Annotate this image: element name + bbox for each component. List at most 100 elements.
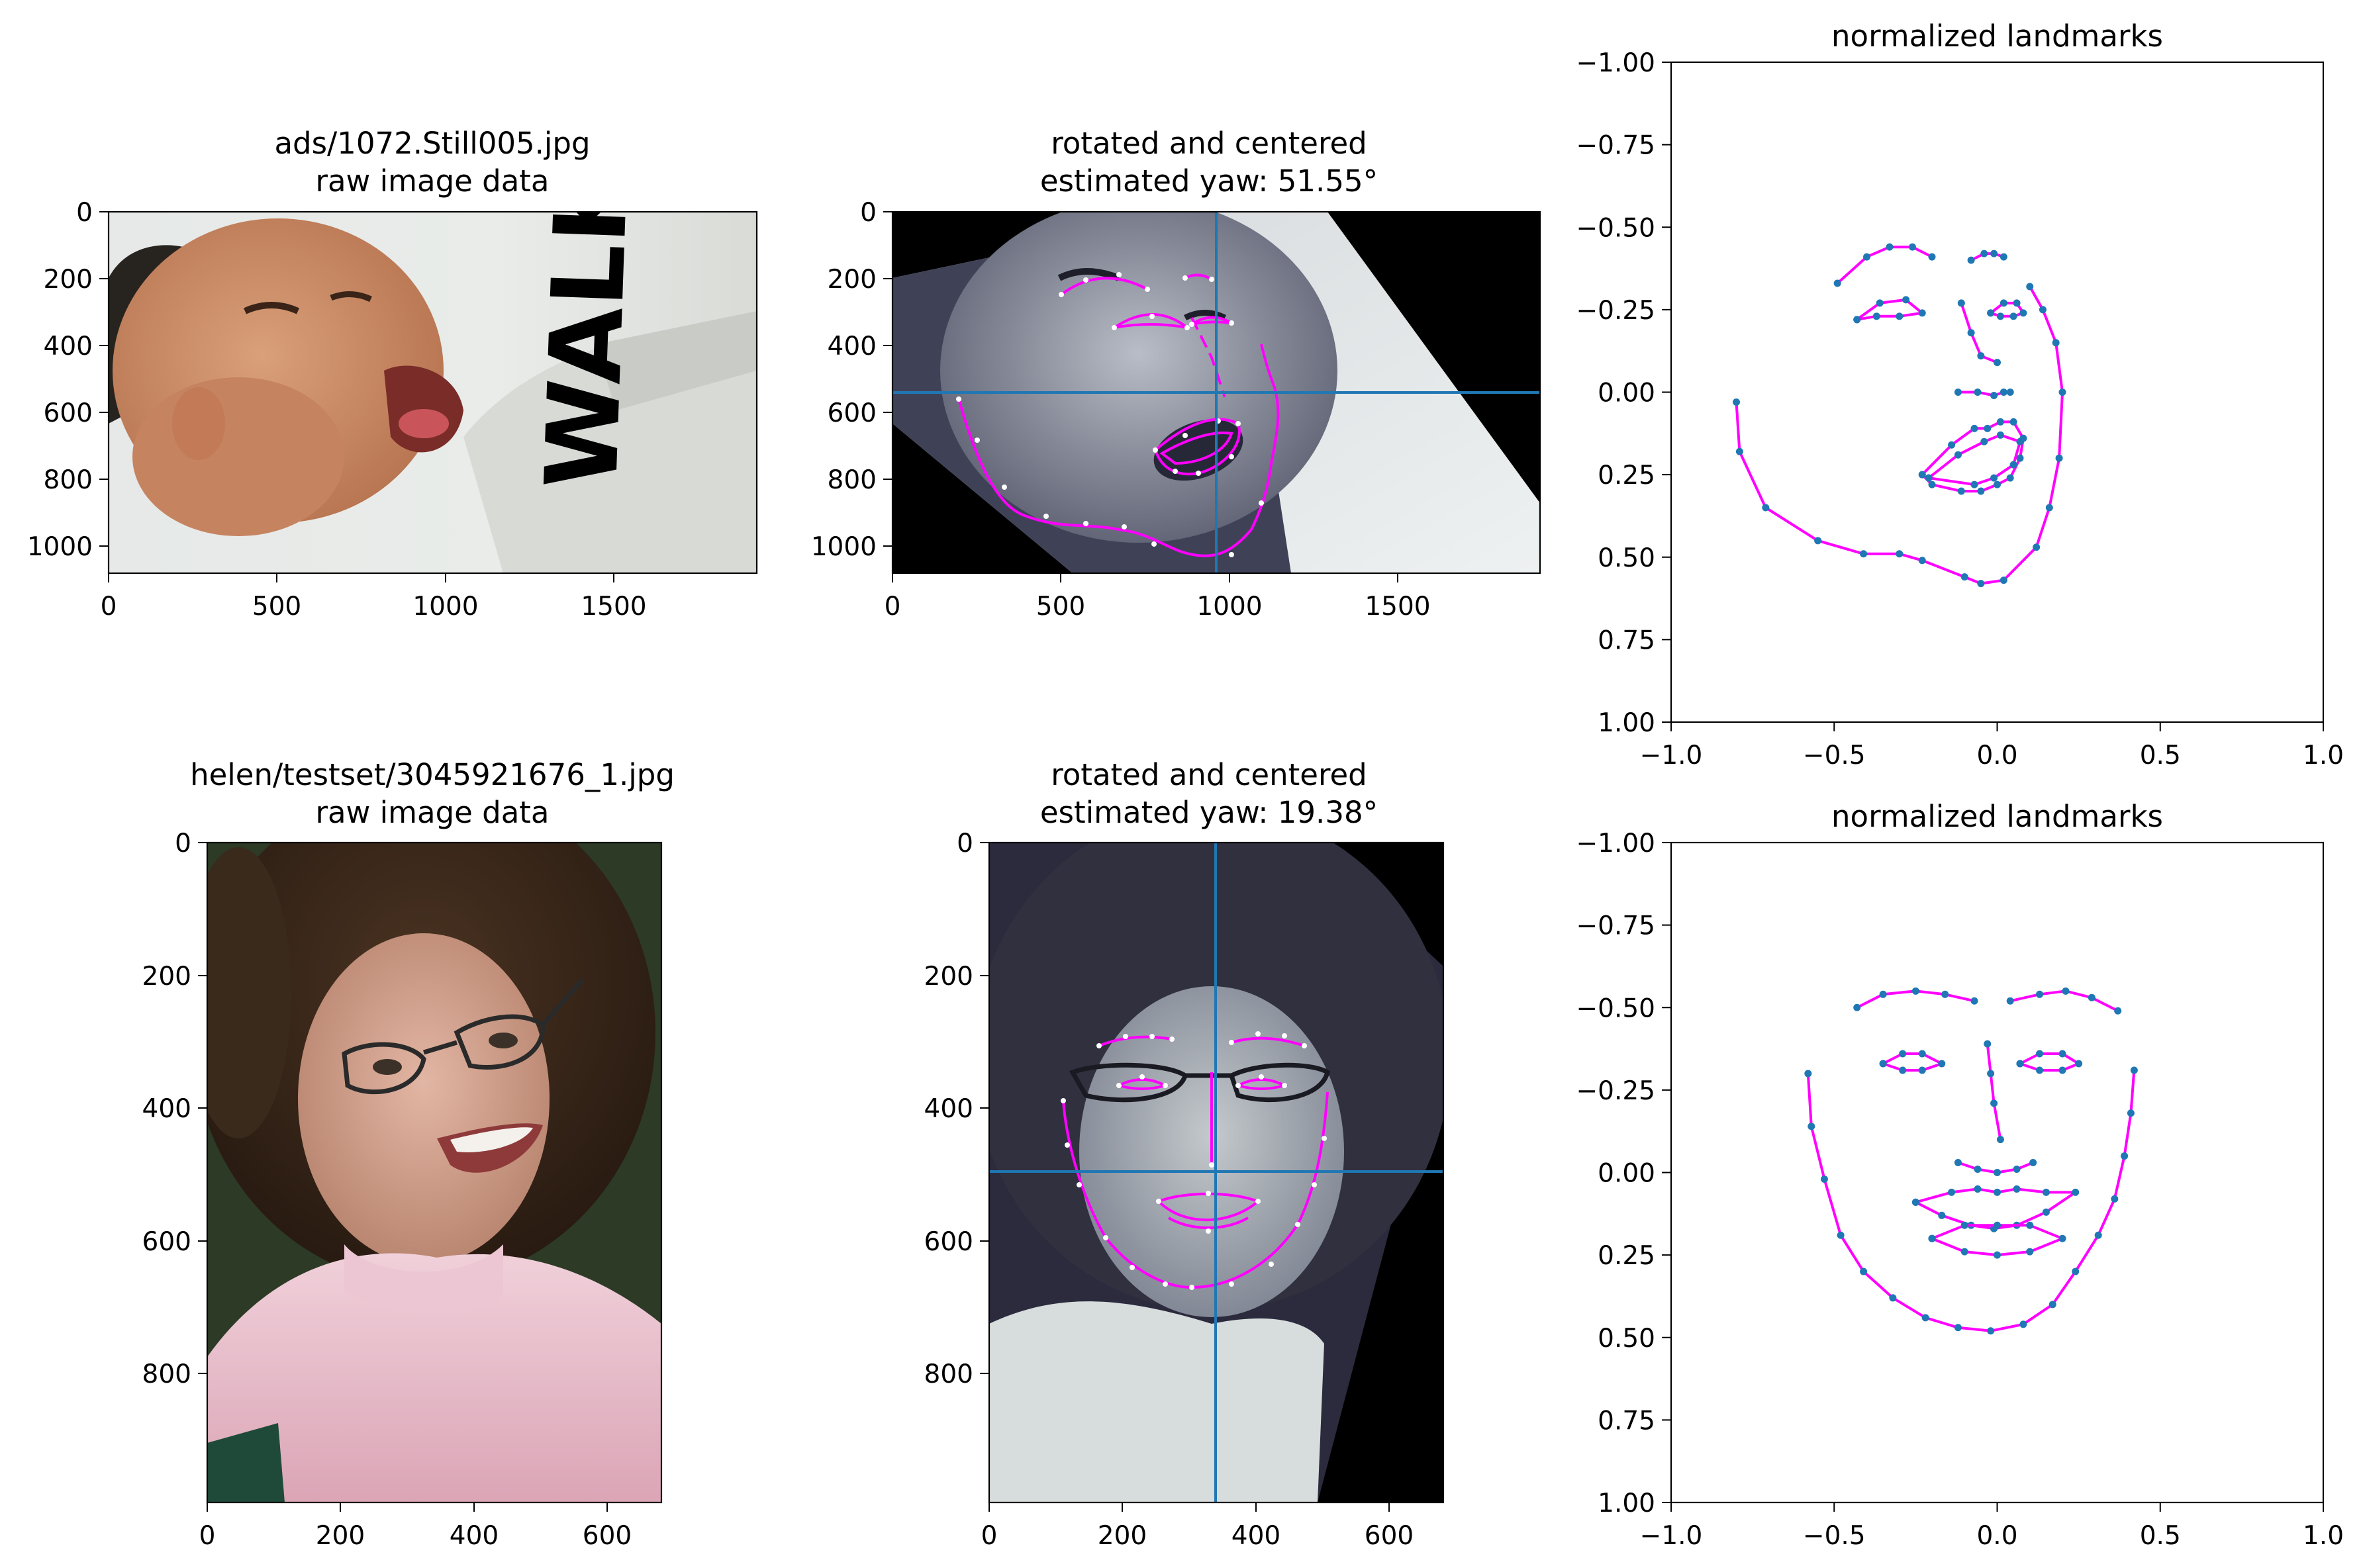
y-tick-label: 800 [828, 465, 877, 495]
landmark-point [2029, 1159, 2037, 1167]
landmark-point [2072, 1268, 2080, 1275]
landmark-point [1990, 474, 1998, 482]
landmark-curve-nose-bridge [1960, 302, 1998, 364]
landmark-point [2000, 299, 2007, 307]
panel-title-line-2: estimated yaw: 19.38° [1040, 795, 1378, 830]
landmark-point [2058, 1050, 2066, 1058]
landmark-point [1853, 316, 1861, 324]
panel-rotated-image-2: rotated and centered estimated yaw: 19.3… [924, 757, 1445, 1551]
y-tick-label: 0.75 [1598, 625, 1655, 655]
panel-title-line-1: helen/testset/3045921676_1.jpg [190, 757, 675, 792]
landmark-point [2052, 339, 2060, 347]
y-tick-label: 0 [860, 198, 877, 228]
landmark-point [1938, 1060, 1946, 1068]
landmark-point [1987, 309, 1995, 317]
landmark-point [2127, 1109, 2135, 1117]
landmark-point [1902, 296, 1910, 304]
y-tick-label: 0.00 [1598, 1159, 1655, 1189]
landmark-point [1860, 1268, 1868, 1275]
y-tick-label: 600 [924, 1227, 973, 1257]
y-tick-label: 1.00 [1598, 1489, 1655, 1518]
y-tick-label: 400 [924, 1094, 973, 1124]
landmark-point [1984, 424, 1992, 432]
landmark-point [2009, 461, 2017, 469]
landmark-point [1820, 1175, 1828, 1183]
landmark-point [2045, 504, 2053, 512]
landmark-point [1977, 352, 1985, 360]
landmark-point [1967, 329, 1975, 337]
landmark-point [1994, 1221, 2001, 1229]
panel-title-line-1: rotated and centered [1051, 126, 1367, 161]
x-tick-label: 1500 [1365, 592, 1430, 622]
x-axis: 0 500 1000 1500 [101, 573, 647, 622]
landmark-point [1974, 1166, 1982, 1174]
landmark-point [1970, 997, 1978, 1005]
landmark-point [1918, 309, 1926, 317]
landmark-point [2019, 1320, 2027, 1328]
landmark-point [1918, 1050, 1926, 1058]
landmark-curve-left-brow [1970, 252, 2004, 261]
landmark-point [2013, 1185, 2021, 1193]
x-axis: 0 200 400 600 [199, 1502, 632, 1551]
y-tick-label: 600 [44, 398, 93, 428]
y-tick-label: −0.25 [1576, 296, 1655, 326]
landmark-point [1996, 312, 2004, 320]
x-axis: 0 500 1000 1500 [885, 573, 1431, 622]
landmark-point [1994, 1169, 2001, 1176]
landmark-point [1996, 418, 2004, 426]
y-tick-label: 1.00 [1598, 708, 1655, 738]
panel-title-line-1: rotated and centered [1051, 757, 1367, 792]
x-tick-label: 0.0 [1976, 1521, 2017, 1551]
landmark-point [1977, 487, 1985, 495]
landmark-point [1863, 253, 1870, 261]
landmark-point [1808, 1123, 1815, 1130]
x-tick-label: 1000 [412, 592, 478, 622]
landmark-point [2019, 309, 2027, 317]
landmark-point [2111, 1195, 2119, 1203]
landmark-point [2009, 312, 2017, 320]
landmark-point [1974, 1185, 1982, 1193]
y-tick-label: 0 [957, 829, 973, 858]
landmark-point [1918, 557, 1926, 565]
landmark-point [1928, 253, 1936, 261]
panel-raw-image-1: ads/1072.Still005.jpg raw image data WAL… [27, 126, 758, 622]
landmark-point [2036, 1050, 2044, 1058]
landmark-points [1061, 1031, 1327, 1290]
x-tick-label: 1.0 [2303, 741, 2344, 770]
landmark-point [1960, 1221, 1968, 1229]
landmark-point [2062, 987, 2070, 995]
landmark-point [2026, 1221, 2034, 1229]
landmark-point [1762, 504, 1770, 512]
y-tick-label: 800 [924, 1360, 973, 1389]
landmark-point [1974, 389, 1982, 396]
landmark-point [2013, 1166, 2021, 1174]
y-axis: 0 200 400 600 800 1000 [27, 198, 109, 562]
landmark-point [1735, 447, 1743, 455]
x-tick-label: 200 [1098, 1521, 1147, 1551]
y-tick-label: 400 [142, 1094, 191, 1124]
landmark-point [1860, 550, 1868, 558]
y-tick-label: 200 [44, 265, 93, 295]
landmark-point [1987, 1327, 1995, 1335]
chart-title: normalized landmarks [1831, 799, 2163, 834]
landmark-point [1876, 299, 1884, 307]
y-tick-label: 0.75 [1598, 1406, 1655, 1436]
landmark-point [2058, 1234, 2066, 1242]
y-axis: 0 200 400 600 800 [924, 829, 989, 1389]
landmark-point [1896, 312, 1904, 320]
x-tick-label: 500 [252, 592, 301, 622]
landmark-point [1960, 1248, 1968, 1256]
landmark-point [1990, 1099, 1998, 1107]
landmark-point [1899, 1066, 1907, 1074]
landmark-point [1925, 474, 1933, 482]
landmark-point [2039, 306, 2047, 314]
landmark-point [1911, 1198, 1919, 1206]
x-tick-label: 0.0 [1976, 741, 2017, 770]
landmark-point [2016, 1060, 2024, 1068]
y-tick-label: 600 [828, 398, 877, 428]
landmark-points [956, 272, 1264, 557]
x-tick-label: 600 [1365, 1521, 1414, 1551]
landmark-point [1980, 438, 1988, 445]
landmark-point [1948, 1188, 1956, 1196]
x-tick-label: 0 [101, 592, 117, 622]
